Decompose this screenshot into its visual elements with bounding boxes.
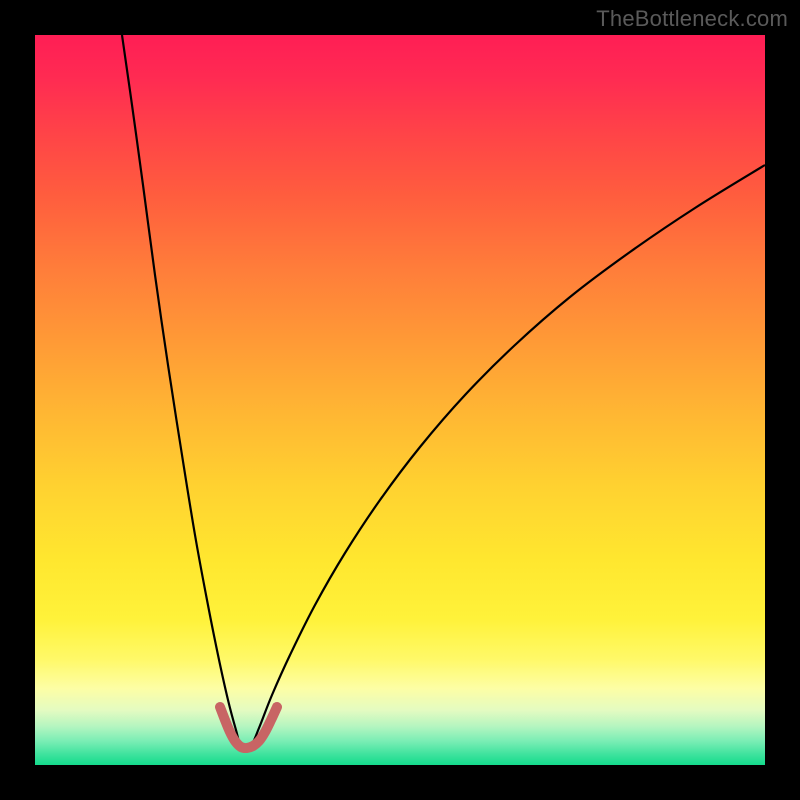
bottleneck-chart (0, 0, 800, 800)
chart-root: TheBottleneck.com (0, 0, 800, 800)
watermark-text: TheBottleneck.com (596, 6, 788, 32)
plot-gradient-background (35, 35, 765, 765)
